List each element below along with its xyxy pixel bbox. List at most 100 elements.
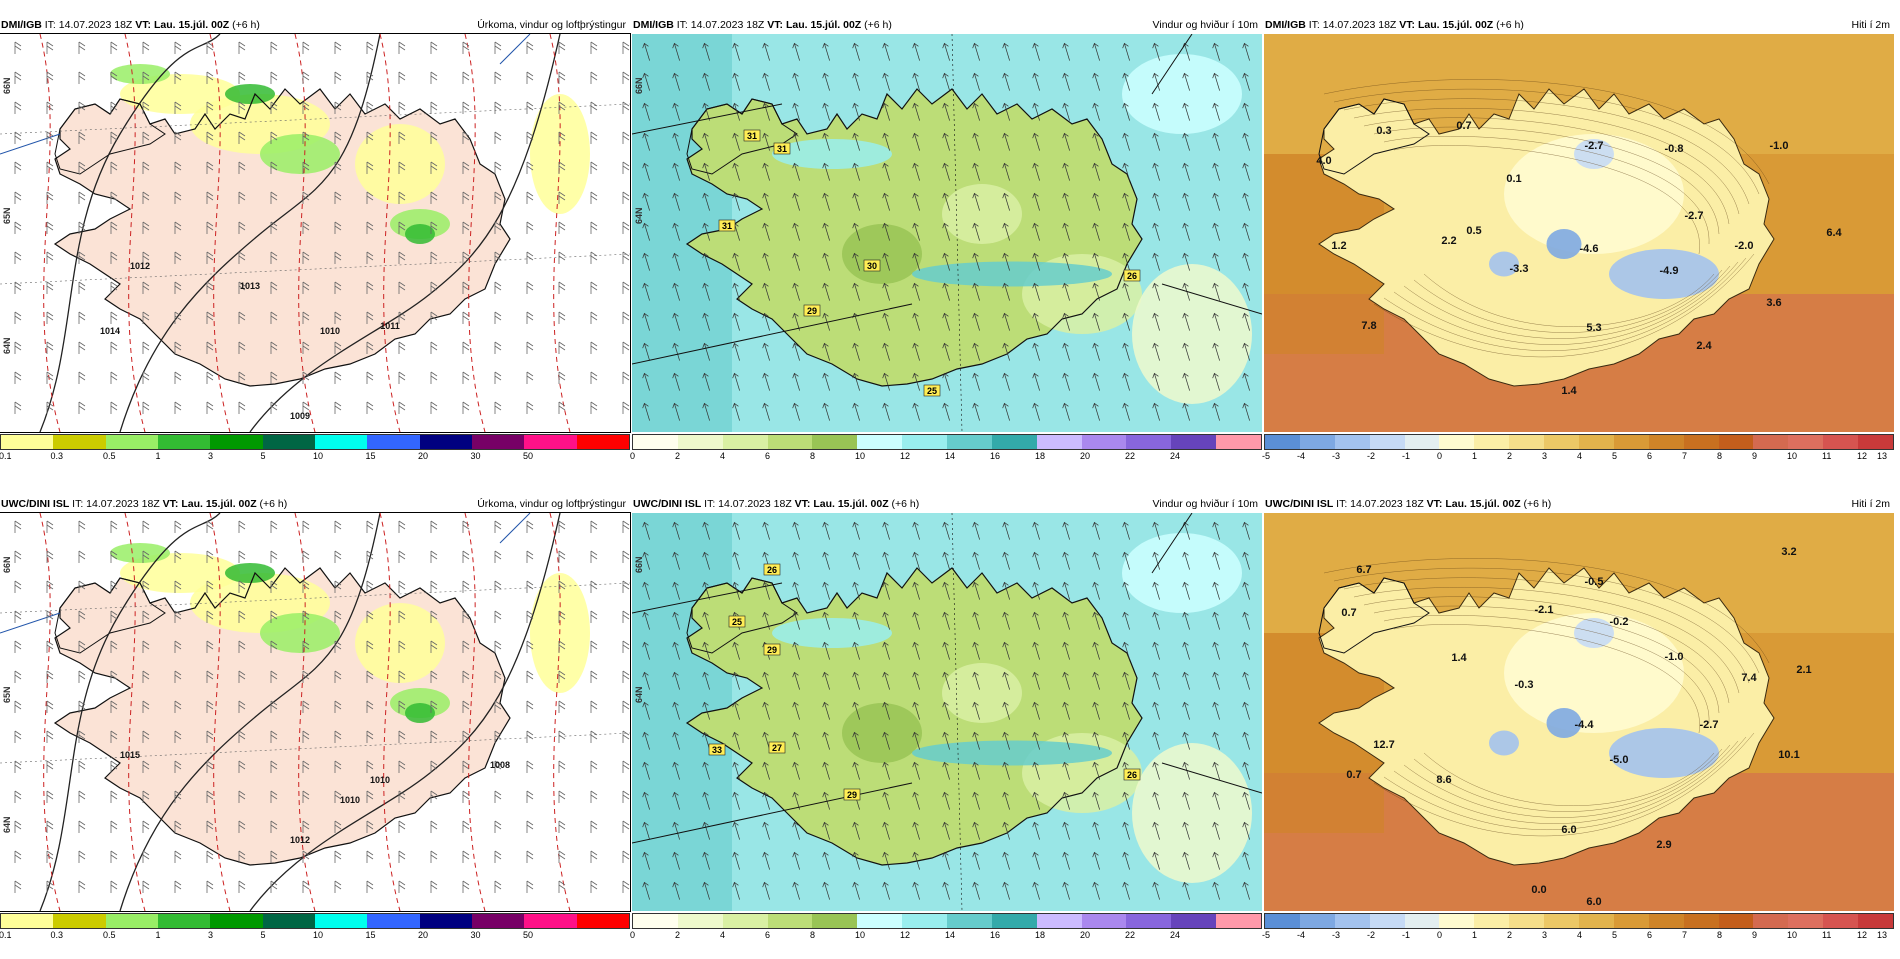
temp-value: 0.7 (1341, 607, 1356, 619)
temp-value: 10.1 (1778, 749, 1799, 761)
color-legend: 0 2 4 6 8 10 12 14 16 18 20 22 24 (630, 434, 1262, 464)
legend-tick-label: 4 (720, 451, 726, 461)
gust-label: 26 (1123, 768, 1141, 781)
legend-swatch (1718, 914, 1754, 928)
legend-swatch (210, 435, 263, 449)
legend-swatch (576, 435, 629, 449)
temp-value: 6.0 (1561, 824, 1576, 836)
lead-time: (+6 h) (259, 498, 288, 510)
map-area[interactable]: 66N 65N 64N 1008 1010 1012 1015 1010 (0, 512, 631, 912)
legend-tick-label: 6 (1647, 451, 1653, 461)
legend-swatch (991, 914, 1037, 928)
legend-bar (632, 434, 1262, 450)
panel-header: UWC/DINI ISL IT: 14.07.2023 18Z VT: Lau.… (0, 496, 630, 512)
panel-dmi-precip: DMI/IGB IT: 14.07.2023 18Z VT: Lau. 15.j… (0, 17, 631, 480)
legend-swatch (1171, 435, 1217, 449)
legend-tick-label: 4 (1577, 930, 1583, 940)
legend-tick-label: 5 (1612, 451, 1618, 461)
legend-swatch (262, 435, 315, 449)
temp-value: -5.0 (1610, 754, 1629, 766)
gust-label: 26 (1123, 269, 1141, 282)
legend-labels: 0.1 0.3 0.5 1 3 5 10 15 20 30 50 (0, 451, 630, 463)
gust-label: 25 (728, 615, 746, 628)
lat-label: 64N (634, 207, 644, 224)
legend-swatch (1823, 435, 1859, 449)
panel-header: DMI/IGB IT: 14.07.2023 18Z VT: Lau. 15.j… (1264, 17, 1894, 33)
map-area[interactable]: 0.3 0.7 4.0 0.1 -2.7 -0.8 -1.0 0.5 -2.7 2.2 1.2 -3.… (1264, 34, 1894, 432)
legend-tick-label: 0.1 (0, 451, 12, 461)
legend-swatch (767, 435, 813, 449)
legend-swatch (53, 435, 106, 449)
legend-tick-label: -1 (1402, 451, 1411, 461)
legend-tick-label: 10 (855, 451, 866, 461)
temp-value: 12.7 (1373, 739, 1394, 751)
pressure-label: 1014 (100, 326, 120, 336)
pressure-label: 1012 (290, 835, 310, 845)
legend-swatch (1404, 914, 1440, 928)
legend-swatch (1299, 435, 1335, 449)
color-legend: -5 -4 -3 -2 -1 0 1 2 3 4 5 6 7 8 9 10 11 12 13 (1262, 434, 1894, 464)
temp-value: 2.4 (1696, 340, 1712, 352)
legend-tick-label: 30 (470, 930, 481, 940)
map-area[interactable]: 6.0 3.2 6.7 0.7 -0.5 -2.1 -0.2 1.4 -1.0 -0.3 7.4 2.… (1264, 513, 1894, 911)
valid-time-label: VT: (794, 498, 811, 510)
temp-value: -0.3 (1515, 679, 1534, 691)
legend-swatch (1, 914, 54, 928)
valid-time-label: VT: (767, 19, 784, 31)
legend-swatch (314, 914, 368, 928)
panel-header: UWC/DINI ISL IT: 14.07.2023 18Z VT: Lau.… (1264, 496, 1894, 512)
temp-value: 0.3 (1376, 125, 1391, 137)
temp-value: 3.2 (1781, 546, 1796, 558)
pressure-label: 1011 (380, 321, 400, 331)
legend-tick-label: 24 (1170, 451, 1181, 461)
valid-time: Lau. 15.júl. 00Z (785, 19, 862, 31)
temp-value: 8.6 (1436, 774, 1451, 786)
legend-swatch (991, 435, 1037, 449)
temp-value: 2.1 (1796, 664, 1811, 676)
legend-swatch (1753, 914, 1789, 928)
pressure-label: 1008 (490, 760, 510, 770)
legend-tick-label: 0 (1437, 451, 1443, 461)
map-area[interactable]: 66N 64N 31 31 30 29 26 25 31 (632, 34, 1262, 432)
lat-label: 66N (634, 556, 644, 573)
legend-tick-label: 1 (1472, 451, 1478, 461)
legend-labels: -5 -4 -3 -2 -1 0 1 2 3 4 5 6 7 8 9 10 11 12 13 (1262, 451, 1894, 463)
lead-time: (+6 h) (891, 498, 920, 510)
gust-label: 29 (763, 643, 781, 656)
legend-swatch (1081, 435, 1127, 449)
map-area[interactable]: 66N 64N 26 25 29 33 27 29 26 (632, 513, 1262, 911)
panel-header: UWC/DINI ISL IT: 14.07.2023 18Z VT: Lau.… (632, 496, 1262, 512)
legend-tick-label: 30 (470, 451, 481, 461)
lead-time: (+6 h) (1523, 498, 1552, 510)
map-area[interactable]: 66N 65N 64N 1009 1010 1011 1012 1013 1014 (0, 33, 631, 433)
legend-swatch (1579, 914, 1614, 928)
temp-value: 4.0 (1316, 155, 1331, 167)
gust-label: 31 (773, 142, 791, 155)
color-legend: 0.1 0.3 0.5 1 3 5 10 15 20 30 50 (0, 434, 630, 464)
panel-title: Vindur og hviður í 10m (1152, 19, 1258, 31)
legend-tick-label: 10 (1787, 451, 1798, 461)
legend-swatch (1474, 914, 1510, 928)
panel-uwc-wind: UWC/DINI ISL IT: 14.07.2023 18Z VT: Lau.… (630, 496, 1262, 959)
legend-labels: 0 2 4 6 8 10 12 14 16 18 20 22 24 (630, 451, 1262, 463)
svg-text:31: 31 (747, 131, 757, 141)
panel-header: DMI/IGB IT: 14.07.2023 18Z VT: Lau. 15.j… (0, 17, 630, 33)
pressure-label: 1010 (320, 326, 340, 336)
legend-tick-label: 14 (945, 451, 956, 461)
legend-tick-label: 20 (1080, 930, 1091, 940)
legend-swatch (1474, 435, 1510, 449)
legend-swatch (1439, 435, 1475, 449)
temp-value: -1.0 (1665, 651, 1684, 663)
valid-time: Lau. 15.júl. 00Z (1445, 498, 1521, 510)
legend-swatch (1404, 435, 1440, 449)
lead-time: (+6 h) (1496, 19, 1524, 31)
gust-label: 29 (843, 788, 861, 801)
temp-value: 6.7 (1356, 564, 1371, 576)
legend-tick-label: 15 (365, 451, 376, 461)
legend-swatch (1126, 914, 1172, 928)
legend-swatch (1299, 914, 1335, 928)
legend-swatch (524, 914, 577, 928)
legend-swatch (1788, 914, 1824, 928)
svg-text:31: 31 (722, 221, 732, 231)
temp-value: -4.4 (1575, 719, 1595, 731)
